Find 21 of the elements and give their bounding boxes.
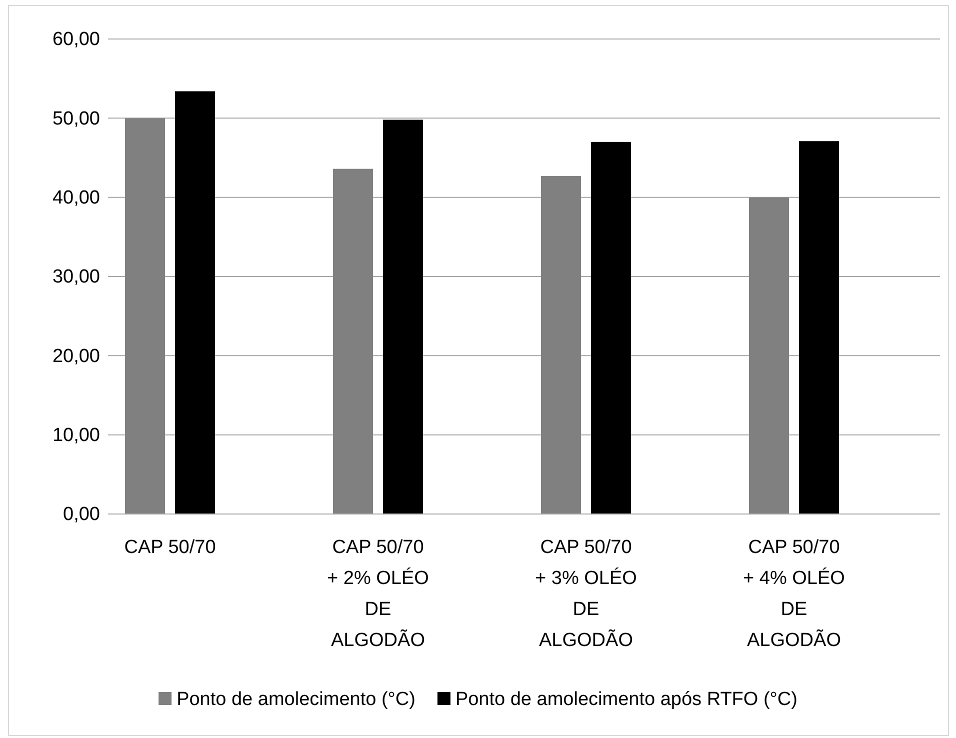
- x-tick-label: CAP 50/70 + 4% OLÉO DE ALGODÃO: [743, 537, 845, 651]
- legend-label: Ponto de amolecimento (°C): [176, 689, 416, 710]
- x-tick-label: CAP 50/70: [124, 537, 216, 558]
- bar: [591, 142, 631, 514]
- x-tick-label: CAP 50/70 + 3% OLÉO DE ALGODÃO: [535, 537, 637, 651]
- y-tick-label: 60,00: [52, 29, 100, 50]
- bar: [383, 120, 423, 514]
- bar: [333, 168, 373, 514]
- legend-label: Ponto de amolecimento após RTFO (°C): [455, 689, 798, 710]
- bar: [175, 91, 215, 514]
- bar: [125, 118, 165, 514]
- y-tick-label: 0,00: [63, 504, 100, 526]
- bar: [749, 197, 789, 514]
- y-tick-label: 40,00: [52, 187, 100, 208]
- y-tick-label: 20,00: [52, 346, 100, 367]
- x-tick-label: CAP 50/70 + 2% OLÉO DE ALGODÃO: [327, 537, 429, 651]
- y-tick-label: 10,00: [52, 424, 100, 446]
- bar: [799, 141, 839, 514]
- y-tick-label: 30,00: [52, 266, 100, 288]
- bar: [541, 176, 581, 514]
- y-tick-label: 50,00: [52, 108, 100, 130]
